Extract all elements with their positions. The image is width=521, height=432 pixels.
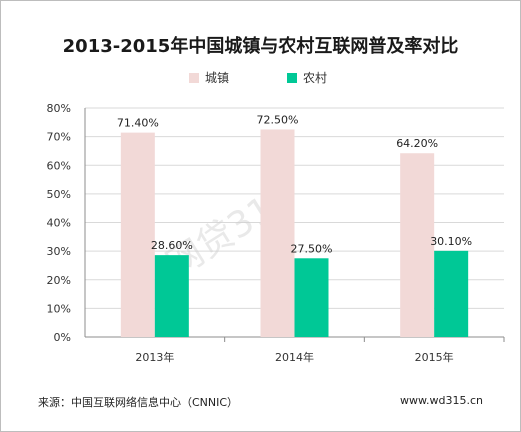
data-label-urban: 72.50%: [257, 113, 299, 126]
y-tick-label: 50%: [47, 188, 71, 201]
y-tick-label: 60%: [47, 159, 71, 172]
bar-urban: [120, 132, 155, 337]
y-tick-label: 30%: [47, 245, 71, 258]
legend-item-rural: 农村: [287, 69, 327, 86]
site-url: www.wd315.cn: [400, 394, 483, 407]
legend-label-urban: 城镇: [205, 71, 230, 85]
bar-urban: [260, 129, 295, 337]
source-note: 来源：中国互联网络信息中心（CNNIC）: [38, 396, 239, 409]
data-label-urban: 71.40%: [117, 117, 159, 130]
legend-swatch-urban: [189, 72, 199, 83]
x-tick-label: 2014年: [275, 350, 314, 364]
bar-rural: [154, 255, 189, 337]
legend-swatch-rural: [287, 72, 298, 83]
y-tick-label: 40%: [47, 217, 71, 230]
y-tick-label: 0%: [54, 331, 71, 344]
bar-urban: [400, 153, 435, 337]
x-tick-label: 2013年: [135, 350, 174, 364]
y-tick-label: 10%: [47, 302, 71, 315]
data-label-rural: 27.50%: [291, 242, 333, 255]
x-tick-label: 2015年: [415, 350, 454, 364]
legend-label-rural: 农村: [303, 71, 328, 85]
bar-rural: [434, 250, 469, 337]
data-label-rural: 28.60%: [151, 239, 193, 252]
data-label-rural: 30.10%: [430, 235, 472, 248]
y-tick-label: 80%: [47, 102, 71, 115]
bar-rural: [294, 258, 329, 337]
y-tick-label: 70%: [47, 131, 71, 144]
data-label-urban: 64.20%: [396, 137, 438, 150]
legend: 城镇 农村: [189, 69, 371, 86]
y-tick-label: 20%: [47, 274, 71, 287]
legend-item-urban: 城镇: [189, 69, 229, 86]
chart-title: 2013-2015年中国城镇与农村互联网普及率对比: [62, 36, 459, 57]
